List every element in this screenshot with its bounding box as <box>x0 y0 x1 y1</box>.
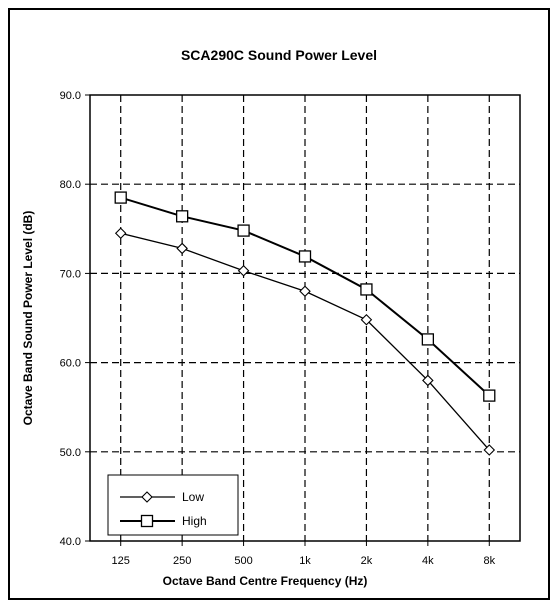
series-high <box>114 191 496 402</box>
legend-box <box>107 474 239 536</box>
data-point-high <box>360 283 373 296</box>
data-point-high <box>483 389 496 402</box>
x-tick-label: 500 <box>234 555 252 567</box>
x-tick-label: 2k <box>361 555 373 567</box>
data-point-high <box>175 210 189 223</box>
series-low <box>114 227 496 456</box>
data-point-high <box>421 333 435 346</box>
y-tick-labels: 40.0 50.0 60.0 70.0 80.0 90.0 <box>60 90 81 548</box>
chart-frame: SCA290C Sound Power Level 40.0 50.0 60.0 70… <box>8 8 550 600</box>
y-axis-label: Octave Band Sound Power Level (dB) <box>21 211 35 426</box>
data-point-low <box>483 444 496 456</box>
x-tick-labels: 125 250 500 1k 2k 4k 8k <box>112 555 496 567</box>
x-tick-label: 1k <box>299 555 311 567</box>
data-point-high <box>237 224 250 237</box>
series-layer <box>114 191 496 456</box>
x-tick-label: 125 <box>112 555 130 567</box>
data-point-high <box>114 191 127 204</box>
x-tick-label: 4k <box>422 555 434 567</box>
plot-border <box>89 94 521 542</box>
grid-layer <box>85 94 520 546</box>
y-tick-label: 60.0 <box>60 358 81 370</box>
data-point-low <box>422 374 434 387</box>
y-tick-label: 70.0 <box>60 268 81 280</box>
legend-items: Low High <box>120 490 207 528</box>
x-axis-label: Octave Band Centre Frequency (Hz) <box>163 574 368 588</box>
legend-marker-high <box>140 514 154 528</box>
x-tick-label: 8k <box>483 555 495 567</box>
legend-label-low: Low <box>182 490 204 504</box>
data-point-low <box>299 285 311 298</box>
data-point-high <box>298 250 312 263</box>
y-tick-label: 90.0 <box>60 90 81 102</box>
data-point-low <box>360 314 373 326</box>
chart-svg: SCA290C Sound Power Level 40.0 50.0 60.0 70… <box>21 47 521 588</box>
y-tick-label: 40.0 <box>60 536 81 548</box>
legend: Low High <box>107 474 239 536</box>
data-point-low <box>237 264 250 277</box>
data-point-low <box>176 242 188 255</box>
legend-label-high: High <box>182 514 207 528</box>
legend-marker-low <box>141 491 153 503</box>
y-tick-label: 80.0 <box>60 179 81 191</box>
y-tick-label: 50.0 <box>60 447 81 459</box>
data-point-low <box>114 227 127 240</box>
chart-title: SCA290C Sound Power Level <box>181 47 377 63</box>
x-tick-label: 250 <box>173 555 191 567</box>
